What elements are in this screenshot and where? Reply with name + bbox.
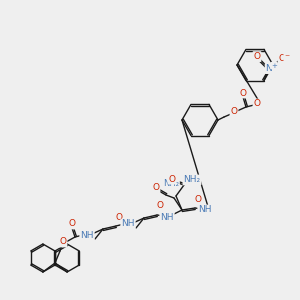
Text: O: O <box>116 212 122 221</box>
Text: O: O <box>59 238 67 247</box>
Text: O: O <box>254 52 260 61</box>
Text: O: O <box>68 220 76 229</box>
Text: +: + <box>271 63 277 69</box>
Text: O: O <box>169 175 176 184</box>
Text: NH: NH <box>198 206 212 214</box>
Text: O: O <box>157 202 164 211</box>
Text: O: O <box>278 54 286 63</box>
Text: NH: NH <box>160 212 174 221</box>
Text: NH₂: NH₂ <box>163 179 179 188</box>
Text: N: N <box>266 64 272 73</box>
Text: NH: NH <box>121 220 135 229</box>
Text: O: O <box>230 107 238 116</box>
Text: NH₂: NH₂ <box>183 176 201 184</box>
Text: O: O <box>194 196 202 205</box>
Text: NH: NH <box>80 230 94 239</box>
Text: O: O <box>239 88 247 98</box>
Text: O: O <box>254 100 260 109</box>
Text: ⁻: ⁻ <box>284 54 290 64</box>
Text: O: O <box>152 184 160 193</box>
